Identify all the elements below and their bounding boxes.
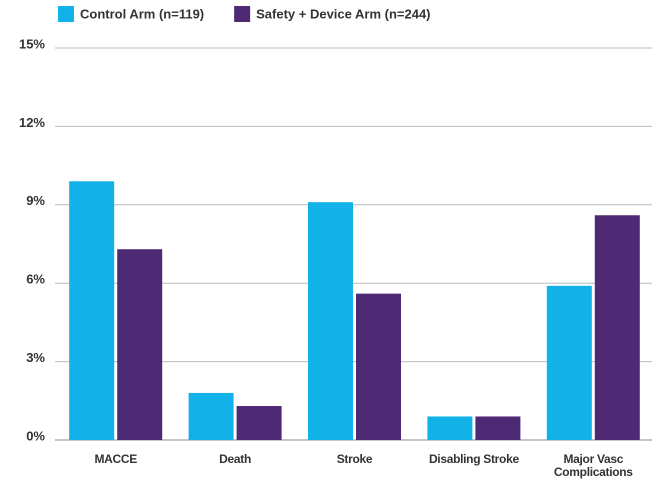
x-tick-label: MACCE [94,452,137,466]
bar [69,181,115,440]
legend-label: Control Arm (n=119) [80,6,204,21]
bar [356,293,401,440]
x-tick-label: Death [219,452,252,466]
y-tick-label: 3% [26,350,45,365]
bar [475,416,521,440]
x-tick-label: Stroke [336,452,373,466]
bar [308,202,353,440]
y-tick-label: 9% [26,193,45,208]
legend-label: Safety + Device Arm (n=244) [256,6,430,21]
legend-swatch [58,6,74,22]
bar [188,392,234,440]
x-tick-label: Major Vasc Complications [553,452,633,479]
bar [117,249,163,440]
bar [546,285,592,440]
bar [427,416,473,440]
legend-swatch [234,6,251,22]
y-tick-label: 0% [26,428,45,443]
y-tick-label: 15% [19,36,45,51]
x-tick-label: Disabling Stroke [428,452,519,466]
y-tick-label: 12% [19,115,45,130]
y-tick-label: 6% [26,272,45,287]
bar [594,215,640,440]
bar [236,406,282,440]
